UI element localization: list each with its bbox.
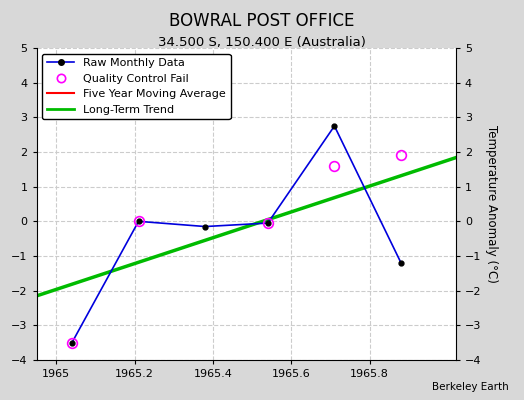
Text: Berkeley Earth: Berkeley Earth	[432, 382, 508, 392]
Text: BOWRAL POST OFFICE: BOWRAL POST OFFICE	[169, 12, 355, 30]
Text: 34.500 S, 150.400 E (Australia): 34.500 S, 150.400 E (Australia)	[158, 36, 366, 49]
Y-axis label: Temperature Anomaly (°C): Temperature Anomaly (°C)	[485, 125, 498, 283]
Legend: Raw Monthly Data, Quality Control Fail, Five Year Moving Average, Long-Term Tren: Raw Monthly Data, Quality Control Fail, …	[42, 54, 231, 119]
